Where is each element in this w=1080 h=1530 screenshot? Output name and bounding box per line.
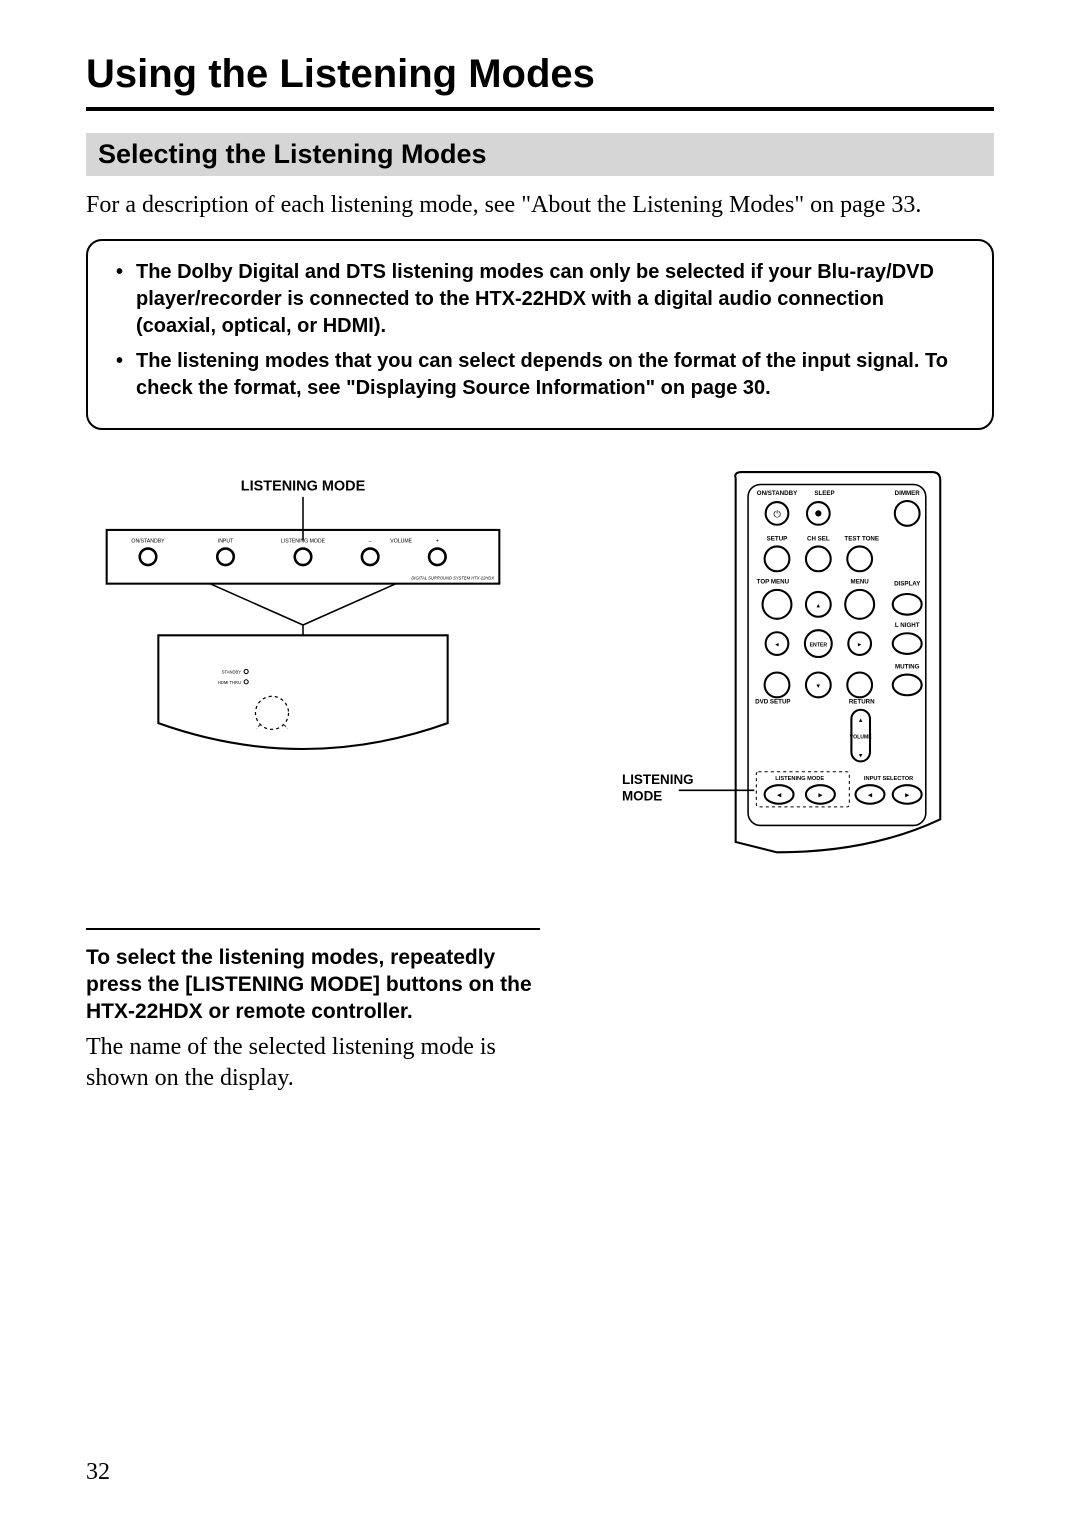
remote-diagram: ⏻ ON/STANDBY SLEEP DIMMER SETUP CH SEL T… — [560, 470, 994, 868]
svg-text:⏻: ⏻ — [773, 510, 780, 520]
svg-text:VOLUME: VOLUME — [850, 735, 873, 741]
svg-text:MENU: MENU — [851, 579, 870, 586]
svg-text:▸: ▸ — [818, 791, 822, 800]
svg-text:RETURN: RETURN — [849, 699, 875, 706]
svg-text:MUTING: MUTING — [895, 663, 920, 670]
page-title: Using the Listening Modes — [86, 52, 994, 97]
svg-text:▴: ▴ — [817, 600, 821, 609]
remote-svg: ⏻ ON/STANDBY SLEEP DIMMER SETUP CH SEL T… — [560, 470, 994, 863]
subheading-bar: Selecting the Listening Modes — [86, 133, 994, 176]
svg-text:ON/STANDBY: ON/STANDBY — [757, 490, 798, 497]
svg-text:ON/STANDBY: ON/STANDBY — [131, 538, 165, 544]
instruction-heading: To select the listening modes, repeatedl… — [86, 944, 540, 1026]
svg-text:CH SEL: CH SEL — [807, 535, 830, 542]
svg-text:DIGITAL SURROUND SYSTEM HTX-2: DIGITAL SURROUND SYSTEM HTX-22HDX — [411, 576, 494, 581]
remote-callout-1: LISTENING — [622, 772, 694, 787]
svg-text:LISTENING MODE: LISTENING MODE — [775, 776, 824, 782]
note-item: The listening modes that you can select … — [114, 348, 966, 402]
title-rule — [86, 107, 994, 111]
svg-text:◂: ◂ — [777, 791, 781, 800]
svg-text:VOLUME: VOLUME — [390, 538, 412, 544]
svg-text:▸: ▸ — [858, 640, 862, 649]
note-box: The Dolby Digital and DTS listening mode… — [86, 239, 994, 430]
svg-text:ENTER: ENTER — [810, 643, 828, 649]
svg-text:▸: ▸ — [905, 791, 909, 800]
instruction-body: The name of the selected listening mode … — [86, 1032, 540, 1094]
svg-text:LISTENING MODE: LISTENING MODE — [281, 538, 326, 544]
svg-text:INPUT: INPUT — [218, 538, 234, 544]
svg-text:▾: ▾ — [859, 750, 863, 759]
svg-text:STANDBY: STANDBY — [222, 670, 241, 675]
svg-text:–: – — [369, 538, 372, 544]
svg-text:DIMMER: DIMMER — [895, 490, 921, 497]
svg-text:SLEEP: SLEEP — [814, 490, 834, 497]
instruction-block: To select the listening modes, repeatedl… — [86, 928, 540, 1094]
manual-page: Using the Listening Modes Selecting the … — [0, 0, 1080, 1530]
svg-text:DISPLAY: DISPLAY — [894, 581, 921, 588]
unit-diagram: LISTENING MODE ON/STANDBY INPUT LISTENIN… — [86, 470, 520, 868]
intro-text: For a description of each listening mode… — [86, 192, 994, 219]
diagram-row: LISTENING MODE ON/STANDBY INPUT LISTENIN… — [86, 470, 994, 868]
unit-callout: LISTENING MODE — [241, 479, 366, 495]
unit-buttons — [140, 549, 446, 566]
instruction-rule — [86, 928, 540, 930]
svg-text:INPUT SELECTOR: INPUT SELECTOR — [864, 776, 913, 782]
remote-callout-2: MODE — [622, 789, 662, 804]
svg-text:▴: ▴ — [859, 715, 863, 724]
note-item: The Dolby Digital and DTS listening mode… — [114, 259, 966, 340]
subheading: Selecting the Listening Modes — [98, 139, 982, 170]
svg-text:▾: ▾ — [817, 681, 821, 690]
svg-text:DVD SETUP: DVD SETUP — [755, 699, 790, 706]
page-number: 32 — [86, 1459, 110, 1486]
svg-text:HDMI THRU: HDMI THRU — [218, 680, 241, 685]
svg-text:◂: ◂ — [868, 791, 872, 800]
svg-text:◂: ◂ — [775, 640, 779, 649]
svg-text:L NIGHT: L NIGHT — [895, 622, 920, 629]
unit-svg: LISTENING MODE ON/STANDBY INPUT LISTENIN… — [86, 470, 520, 801]
svg-text:TOP MENU: TOP MENU — [757, 579, 790, 586]
svg-text:SETUP: SETUP — [767, 535, 788, 542]
svg-text:TEST TONE: TEST TONE — [844, 535, 879, 542]
svg-text:+: + — [436, 538, 439, 544]
